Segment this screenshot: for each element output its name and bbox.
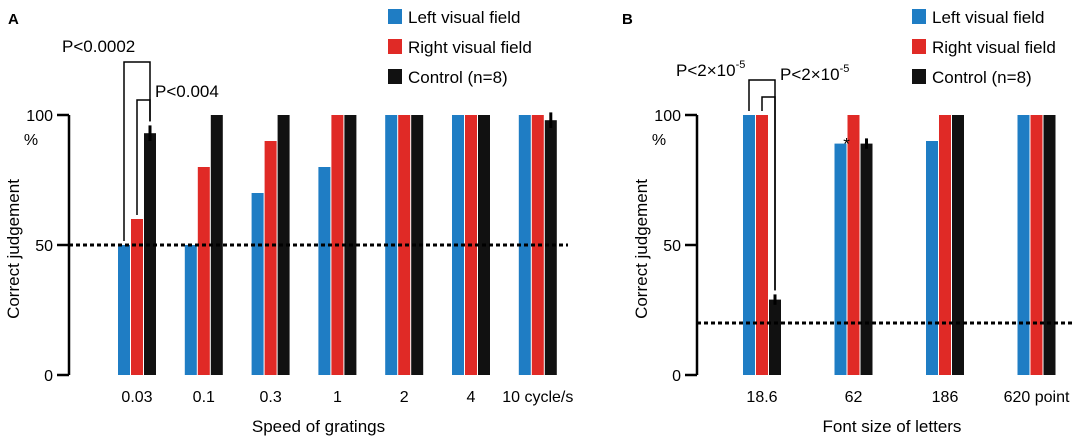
bar-control-0 (769, 299, 781, 375)
x-tick-label: 2 (400, 389, 409, 406)
bar-left-3 (318, 167, 331, 375)
x-tick-label: 62 (845, 389, 863, 406)
legend-label: Right visual field (408, 38, 532, 57)
x-tick-label: 1 (333, 389, 342, 406)
bar-control-2 (952, 115, 964, 375)
bar-right-3 (1030, 115, 1043, 375)
p-value-label: P<2×10-5 (676, 59, 745, 80)
bar-left-2 (251, 193, 264, 375)
bar-left-3 (1017, 115, 1030, 375)
y-axis-label: Correct judgement (4, 179, 23, 319)
y-tick-label: 50 (35, 238, 53, 255)
x-tick-label: 0.1 (193, 389, 215, 406)
bar-left-0 (118, 245, 130, 375)
bar-right-0 (131, 219, 143, 375)
x-tick-label: 10 cycle/s (502, 389, 573, 406)
p-value-label: P<0.004 (155, 82, 219, 101)
y-tick-label: 0 (672, 368, 681, 385)
p-value-label: P<0.0002 (62, 37, 135, 56)
bar-right-4 (398, 115, 411, 375)
y-tick-label: 100 (654, 108, 681, 125)
bar-control-6 (544, 120, 557, 375)
bar-right-2 (264, 141, 277, 375)
panel-b: B 0 50 100% Correct judgement 18.6 62 186 620 p… (622, 8, 1075, 436)
unit-label: % (652, 132, 666, 149)
bar-right-0 (756, 115, 768, 375)
bar-control-3 (1043, 115, 1056, 375)
y-tick-label: 100 (26, 108, 53, 125)
bar-right-1 (847, 115, 860, 375)
p-value-label: P<2×10-5 (780, 63, 849, 84)
significance-star: * (843, 135, 850, 154)
bar-control-2 (277, 115, 290, 375)
bar-left-1 (834, 143, 847, 375)
x-tick-label: 186 (932, 389, 959, 406)
legend-swatch-right (388, 39, 402, 54)
bar-control-0 (144, 133, 156, 375)
unit-label: % (24, 132, 38, 149)
legend-swatch-left (388, 9, 402, 24)
y-tick-label: 0 (44, 368, 53, 385)
bar-right-6 (531, 115, 544, 375)
panel-letter: B (622, 11, 633, 28)
legend-label: Control (n=8) (408, 68, 508, 87)
x-tick-label: 4 (467, 389, 476, 406)
panel-letter: A (8, 11, 19, 28)
bar-right-1 (197, 167, 210, 375)
significance-bracket (136, 99, 151, 215)
x-tick-label: 18.6 (746, 389, 777, 406)
legend-swatch-left (912, 9, 926, 24)
legend-swatch-control (388, 69, 402, 84)
bar-control-4 (411, 115, 424, 375)
bar-control-1 (860, 143, 873, 375)
bar-left-1 (184, 245, 197, 375)
legend-label: Control (n=8) (932, 68, 1032, 87)
y-tick-label: 50 (663, 238, 681, 255)
significance-bracket (761, 96, 776, 291)
bar-left-0 (743, 115, 755, 375)
x-tick-label: 0.3 (259, 389, 281, 406)
x-axis-label: Speed of gratings (252, 417, 385, 436)
y-axis-label: Correct judgement (632, 179, 651, 319)
significance-bracket (123, 61, 151, 241)
x-tick-label: 0.03 (121, 389, 152, 406)
bar-right-2 (939, 115, 951, 375)
bar-left-2 (926, 141, 938, 375)
legend-label: Left visual field (932, 8, 1044, 27)
legend-swatch-control (912, 69, 926, 84)
x-tick-label: 620 point (1004, 389, 1070, 406)
legend-label: Right visual field (932, 38, 1056, 57)
legend-swatch-right (912, 39, 926, 54)
panel-a: A 0 50 100% Correct judgement 0.03 0.1 0.3 1 2 4 1… (4, 8, 573, 436)
x-axis-label: Font size of letters (823, 417, 962, 436)
legend-label: Left visual field (408, 8, 520, 27)
